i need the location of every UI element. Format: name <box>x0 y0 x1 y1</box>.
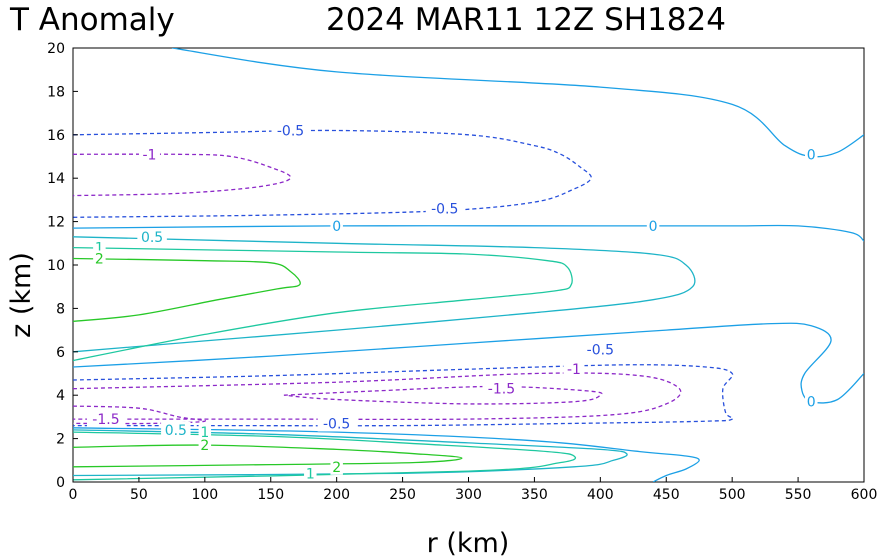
y-tick-label-9: 18 <box>47 84 65 100</box>
contour-label-19: 2 <box>332 460 341 476</box>
contour-label-1: 0 <box>332 219 341 235</box>
contour-label-bg-19 <box>330 458 343 475</box>
contour-line-15 <box>73 444 463 468</box>
contour-label-5: -0.5 <box>431 202 458 218</box>
contour-label-layer: 0 0 0 0 -0.5 -0.5 -0.5 -0.5 -1 -1 -1.5 -1.5 0.5 0.5 1 1… <box>86 122 818 482</box>
y-tick-label-4: 8 <box>56 301 65 317</box>
contour-line-4 <box>73 129 592 218</box>
contour-label-bg-17 <box>93 250 106 267</box>
contour-label-bg-0 <box>805 146 818 163</box>
contour-label-bg-8 <box>138 146 160 163</box>
chart-title-right: 2024 MAR11 12Z SH1824 <box>326 2 726 38</box>
chart-title-left: T Anomaly <box>9 2 175 38</box>
contour-label-bg-4 <box>271 122 310 139</box>
contour-label-7: -0.5 <box>323 416 350 432</box>
contour-line-7 <box>73 372 682 421</box>
x-tick-label-9: 450 <box>653 487 680 503</box>
x-tick-label-0: 0 <box>69 487 78 503</box>
contour-label-bg-7 <box>317 415 356 432</box>
y-tick-label-0: 0 <box>56 475 65 491</box>
x-tick-label-11: 550 <box>785 487 812 503</box>
contour-label-bg-9 <box>563 361 585 378</box>
contour-label-bg-2 <box>646 217 660 234</box>
contour-line-6 <box>73 153 292 197</box>
contour-label-bg-11 <box>86 411 125 428</box>
contour-label-12: 0.5 <box>141 230 163 246</box>
contour-line-13 <box>73 431 577 481</box>
contour-label-bg-5 <box>425 200 464 217</box>
y-tick-label-3: 6 <box>56 345 65 361</box>
y-tick-label-10: 20 <box>47 41 65 57</box>
y-tick-label-5: 10 <box>47 258 65 274</box>
contour-label-9: -1 <box>567 362 581 378</box>
contour-line-8 <box>73 405 207 425</box>
contour-layer <box>73 48 864 482</box>
contour-line-14 <box>73 257 301 323</box>
y-axis-ticks: 0 2 4 6 8 10 12 14 16 18 20 <box>47 41 78 491</box>
x-axis-label: r (km) <box>427 528 510 559</box>
x-tick-label-7: 350 <box>521 487 548 503</box>
contour-label-18: 2 <box>200 438 209 454</box>
x-tick-label-5: 250 <box>389 487 416 503</box>
contour-label-2: 0 <box>649 219 658 235</box>
x-tick-label-1: 50 <box>130 487 148 503</box>
y-tick-label-2: 4 <box>56 388 65 404</box>
x-tick-label-8: 400 <box>587 487 614 503</box>
contour-label-bg-13 <box>161 421 191 438</box>
contour-line-11 <box>73 429 628 477</box>
contour-label-0: 0 <box>807 147 816 163</box>
x-tick-label-10: 500 <box>719 487 746 503</box>
contour-label-bg-6 <box>581 341 620 358</box>
contour-label-bg-18 <box>198 437 212 454</box>
contour-line-1 <box>73 224 864 242</box>
contour-line-0 <box>171 48 864 158</box>
contour-label-bg-15 <box>198 424 212 441</box>
contour-label-14: 1 <box>95 241 104 257</box>
contour-line-10 <box>73 236 696 353</box>
contour-line-3 <box>73 427 700 482</box>
x-tick-label-6: 300 <box>455 487 482 503</box>
y-tick-label-1: 2 <box>56 432 65 448</box>
plot-frame <box>72 47 865 483</box>
contour-line-12 <box>73 246 573 362</box>
y-tick-label-6: 12 <box>47 215 65 231</box>
contour-label-13: 0.5 <box>165 423 187 439</box>
contour-label-bg-12 <box>137 228 167 245</box>
contour-line-5 <box>73 364 734 427</box>
contour-label-15: 1 <box>200 425 209 441</box>
contour-label-bg-16 <box>304 465 317 482</box>
x-axis-ticks: 0 50 100 150 200 250 300 350 400 450 500 550 600 <box>69 477 878 503</box>
contour-label-16: 1 <box>306 466 315 482</box>
contour-label-17: 2 <box>95 251 104 267</box>
y-tick-label-7: 14 <box>47 171 65 187</box>
contour-label-bg-10 <box>482 380 521 397</box>
contour-label-6: -0.5 <box>587 343 614 359</box>
x-tick-label-3: 150 <box>257 487 284 503</box>
contour-label-bg-1 <box>330 217 343 234</box>
x-tick-label-12: 600 <box>851 487 878 503</box>
contour-label-11: -1.5 <box>92 412 119 428</box>
contour-label-8: -1 <box>142 147 156 163</box>
x-tick-label-2: 100 <box>191 487 218 503</box>
contour-label-bg-3 <box>805 393 818 410</box>
contour-line-2 <box>73 322 864 404</box>
y-tick-label-8: 16 <box>47 128 65 144</box>
y-axis-label: z (km) <box>6 252 37 338</box>
contour-line-9 <box>283 385 603 405</box>
contour-label-10: -1.5 <box>488 382 515 398</box>
contour-label-3: 0 <box>807 395 816 411</box>
x-tick-label-4: 200 <box>323 487 350 503</box>
contour-label-4: -0.5 <box>277 123 304 139</box>
